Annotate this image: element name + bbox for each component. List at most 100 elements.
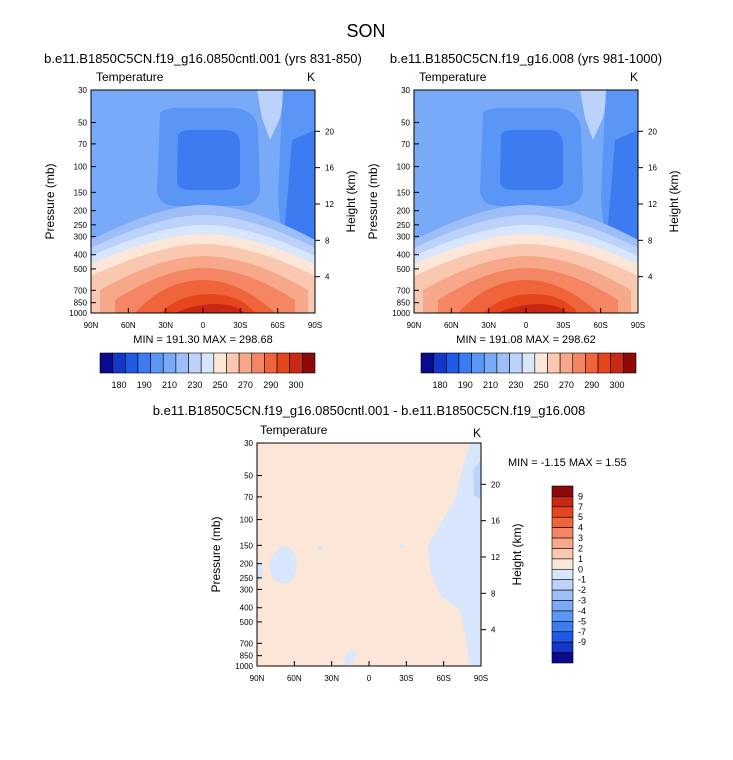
y-tick-label: 150 bbox=[74, 188, 88, 197]
x-tick-label: 60S bbox=[594, 321, 608, 330]
colorbar-swatch bbox=[585, 352, 599, 374]
panel-difference: b.e11.B1850C5CN.f19_g16.0850cntl.001 - b… bbox=[153, 403, 627, 683]
x-tick-label: 30S bbox=[556, 321, 570, 330]
colorbar-swatch bbox=[238, 352, 253, 374]
height-tick-label: 4 bbox=[325, 273, 330, 282]
colorbar-swatch bbox=[213, 352, 227, 374]
colorbar-swatch bbox=[302, 352, 316, 374]
contour-field bbox=[414, 90, 638, 313]
y-tick-label: 400 bbox=[397, 251, 411, 260]
colorbar-swatch bbox=[551, 600, 574, 612]
colorbar-label: -4 bbox=[578, 606, 586, 616]
y-tick-label: 200 bbox=[397, 207, 411, 216]
y-tick-label: 100 bbox=[74, 163, 88, 172]
y-tick-label: 400 bbox=[240, 604, 254, 613]
colorbar-swatch bbox=[200, 352, 215, 374]
colorbar-swatch bbox=[551, 579, 574, 591]
colorbar-swatch bbox=[547, 352, 561, 374]
colorbar-swatch bbox=[551, 548, 574, 560]
colorbar-swatch bbox=[551, 641, 574, 653]
colorbar-swatch bbox=[551, 621, 574, 633]
colorbar-swatch bbox=[551, 516, 574, 528]
colorbar-swatch bbox=[572, 352, 586, 374]
colorbar-swatch bbox=[551, 610, 574, 622]
colorbar-label: 300 bbox=[610, 380, 625, 390]
x-tick-label: 0 bbox=[201, 321, 206, 330]
y-tick-label: 150 bbox=[397, 188, 411, 197]
y-tick-label: 150 bbox=[240, 541, 254, 550]
colorbar-label: 210 bbox=[162, 380, 177, 390]
panel-title: b.e11.B1850C5CN.f19_g16.0850cntl.001 - b… bbox=[153, 403, 585, 418]
y-tick-label: 850 bbox=[74, 299, 88, 308]
colorbar-label: 270 bbox=[238, 380, 253, 390]
colorbar-label: 2 bbox=[578, 543, 583, 553]
right-label: K bbox=[473, 426, 481, 440]
x-tick-label: 90S bbox=[308, 321, 322, 330]
height-tick-label: 12 bbox=[491, 553, 500, 562]
panel-title: b.e11.B1850C5CN.f19_g16.0850cntl.001 (yr… bbox=[44, 51, 362, 66]
y-tick-label: 200 bbox=[240, 560, 254, 569]
colorbar-label: 0 bbox=[578, 564, 583, 574]
y-tick-label: 850 bbox=[397, 299, 411, 308]
x-tick-label: 60N bbox=[444, 321, 459, 330]
y-tick-label: 250 bbox=[74, 221, 88, 230]
colorbar-swatch bbox=[551, 558, 574, 570]
min-max-stats: MIN = -1.15 MAX = 1.55 bbox=[508, 457, 627, 469]
contour-field bbox=[91, 90, 315, 313]
colorbar-swatch bbox=[559, 352, 574, 374]
colorbar-swatch bbox=[276, 352, 291, 374]
axes: 305070100150200250300400500700850100090N… bbox=[43, 86, 358, 330]
y-axis-label: Pressure (mb) bbox=[209, 516, 223, 592]
panel-experiment: b.e11.B1850C5CN.f19_g16.008 (yrs 981-100… bbox=[366, 51, 681, 390]
y-tick-label: 1000 bbox=[235, 662, 253, 671]
height-axis-label: Height (km) bbox=[667, 170, 681, 232]
height-tick-label: 8 bbox=[325, 236, 330, 245]
y-tick-label: 300 bbox=[397, 232, 411, 241]
x-tick-label: 90N bbox=[407, 321, 422, 330]
colorbar-swatch bbox=[551, 589, 574, 601]
page-title: SON bbox=[346, 21, 385, 41]
y-tick-label: 1000 bbox=[69, 309, 87, 318]
colorbar-label: 290 bbox=[584, 380, 599, 390]
x-tick-label: 60N bbox=[121, 321, 136, 330]
colorbar-label: 290 bbox=[263, 380, 278, 390]
y-tick-label: 300 bbox=[74, 232, 88, 241]
x-tick-label: 30N bbox=[158, 321, 173, 330]
x-tick-label: 0 bbox=[524, 321, 529, 330]
colorbar-label: -5 bbox=[578, 616, 586, 626]
colorbar-swatch bbox=[264, 352, 278, 374]
x-tick-label: 30S bbox=[233, 321, 247, 330]
colorbar-swatch bbox=[597, 352, 612, 374]
colorbar-label: 210 bbox=[483, 380, 498, 390]
y-tick-label: 70 bbox=[401, 140, 410, 149]
colorbar-swatch bbox=[521, 352, 536, 374]
colorbar-swatch bbox=[289, 352, 303, 374]
colorbar-swatch bbox=[137, 352, 151, 374]
colorbar-label: -7 bbox=[578, 627, 586, 637]
axes: 305070100150200250300400500700850100090N… bbox=[209, 439, 524, 683]
y-tick-label: 850 bbox=[240, 652, 254, 661]
colorbar: 180 190 210 230 250 270 290 300 bbox=[420, 352, 637, 390]
y-tick-label: 250 bbox=[397, 221, 411, 230]
colorbar-swatch bbox=[551, 496, 574, 508]
left-label: Temperature bbox=[260, 423, 328, 437]
colorbar-label: 7 bbox=[578, 502, 583, 512]
colorbar-label: 4 bbox=[578, 523, 583, 533]
colorbar-swatch bbox=[162, 352, 177, 374]
x-tick-label: 30N bbox=[481, 321, 496, 330]
y-axis-label: Pressure (mb) bbox=[43, 163, 57, 239]
x-tick-label: 90N bbox=[84, 321, 99, 330]
right-label: K bbox=[307, 70, 315, 84]
x-tick-label: 60S bbox=[437, 674, 451, 683]
min-max-stats: MIN = 191.08 MAX = 298.62 bbox=[456, 334, 595, 346]
y-tick-label: 30 bbox=[401, 86, 410, 95]
y-tick-label: 250 bbox=[240, 574, 254, 583]
colorbar-label: 300 bbox=[289, 380, 304, 390]
colorbar-swatch bbox=[551, 631, 574, 643]
x-tick-label: 90S bbox=[474, 674, 488, 683]
colorbar-swatch bbox=[610, 352, 624, 374]
panel-title: b.e11.B1850C5CN.f19_g16.008 (yrs 981-100… bbox=[390, 51, 662, 66]
colorbar-swatch bbox=[251, 352, 265, 374]
